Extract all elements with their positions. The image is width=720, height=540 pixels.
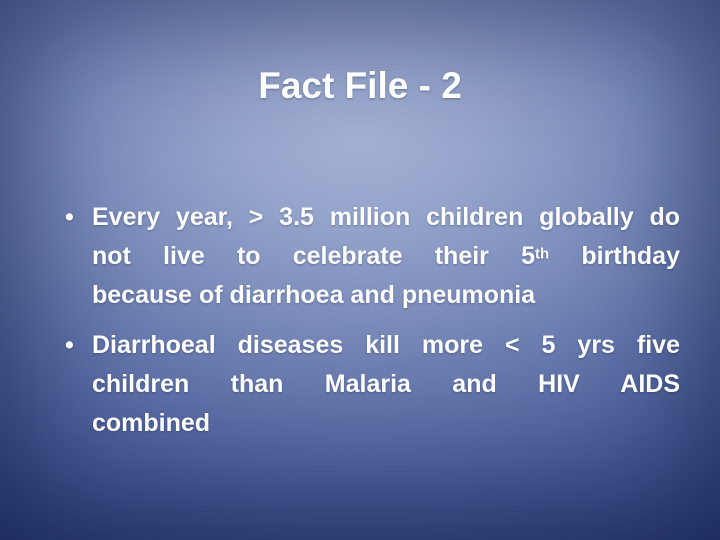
bullet-marker: • (65, 331, 74, 359)
line-text: because of diarrhoea and pneumonia (92, 281, 536, 309)
bullet-text: Every year, > 3.5 million children globa… (92, 198, 680, 315)
bullet-item: • Diarrhoeal diseases kill more < 5 yrs … (63, 326, 680, 443)
line-text: children than Malaria and HIV AIDS (92, 370, 680, 398)
bullet-line: children than Malaria and HIV AIDS (92, 365, 680, 404)
bullet-line: not live to celebrate their 5th birthday (92, 237, 680, 276)
bullet-marker: • (65, 203, 74, 231)
bullet-line: combined (92, 404, 680, 443)
line-text: Every year, > 3.5 million children globa… (92, 203, 680, 231)
superscript-ordinal: th (535, 245, 550, 263)
line-text: not live to celebrate their 5 (92, 242, 535, 270)
bullet-line: Every year, > 3.5 million children globa… (92, 198, 680, 237)
line-text: combined (92, 409, 211, 437)
bullet-line: because of diarrhoea and pneumonia (92, 276, 680, 315)
slide-title: Fact File - 2 (258, 65, 462, 106)
bullet-line: Diarrhoeal diseases kill more < 5 yrs fi… (92, 326, 680, 365)
bullet-text: Diarrhoeal diseases kill more < 5 yrs fi… (92, 326, 680, 443)
line-text: Diarrhoeal diseases kill more < 5 yrs fi… (92, 331, 680, 359)
line-text: birthday (549, 242, 680, 270)
bullet-list: • Every year, > 3.5 million children glo… (63, 198, 680, 443)
bullet-item: • Every year, > 3.5 million children glo… (63, 198, 680, 315)
